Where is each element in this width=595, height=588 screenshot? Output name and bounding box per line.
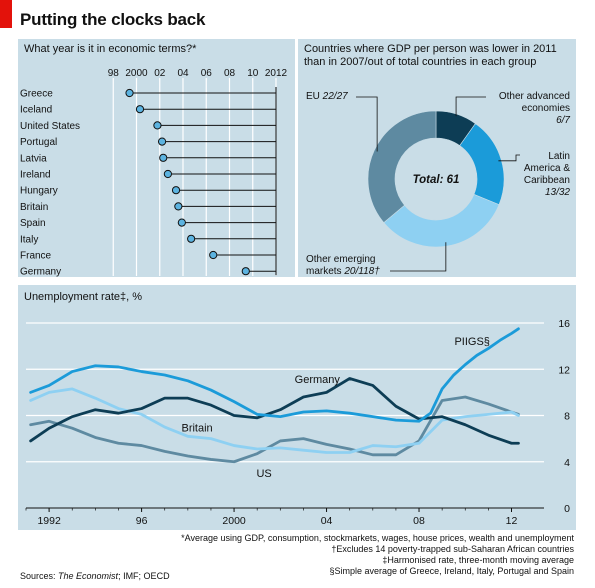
footnote: †Excludes 14 poverty-trapped sub-Saharan… [331, 544, 574, 554]
main-title: Putting the clocks back [20, 10, 206, 29]
line-y-tick-label: 8 [564, 411, 570, 423]
dot-marker [174, 202, 183, 211]
donut-slice [367, 110, 437, 223]
dot-marker [163, 169, 172, 179]
dot-category-label: Portugal [20, 137, 57, 148]
dot-x-tick-label: 10 [247, 68, 259, 79]
donut-label: Caribbean [524, 175, 570, 186]
sources-italic: The Economist [58, 571, 119, 581]
line-series [29, 327, 520, 423]
donut-label: economies [522, 103, 570, 114]
sources: Sources: The Economist; IMF; OECD [20, 571, 170, 581]
line-series [29, 395, 520, 464]
donut-chart-panel: Countries where GDP per person was lower… [298, 39, 576, 277]
dot-x-tick-label: 98 [108, 68, 120, 79]
sources-prefix: Sources: [20, 571, 59, 581]
line-series-label: Britain [181, 423, 212, 435]
dot-category-label: Latvia [20, 153, 47, 164]
donut-chart-title: Countries where GDP per person was lower… [304, 43, 557, 68]
donut-label: Other emerging [306, 254, 375, 265]
donut-label-fraction: 20/118† [343, 266, 380, 277]
dot-marker [153, 121, 162, 130]
dot-marker [209, 250, 218, 260]
dot-x-tick-label: 08 [224, 68, 236, 79]
dot-marker [241, 267, 250, 276]
dot-chart-title: What year is it in economic terms?* [24, 43, 197, 55]
dot-category-label: Greece [20, 89, 53, 100]
dot-category-label: France [20, 251, 52, 262]
donut-label: markets 20/118† [306, 266, 380, 277]
dot-category-label: Hungary [20, 186, 58, 197]
dot-chart-panel: What year is it in economic terms?* 98 20… [18, 39, 295, 277]
line-x-tick-label: 96 [136, 515, 148, 527]
line-x-tick-label: 08 [413, 515, 425, 527]
dot-marker [157, 137, 167, 146]
dot-chart-svg: 98 2000 02 04 06 08 10 2012 Greece Iceland United … [20, 68, 288, 277]
line-x-tick-label: 12 [506, 515, 518, 527]
dot-category-label: Italy [20, 234, 38, 245]
dot-x-tick-label: 02 [154, 68, 166, 79]
dot-category-label: Iceland [20, 105, 52, 116]
line-series [29, 377, 520, 445]
donut-label-fraction: 13/32 [545, 187, 570, 198]
donut-label: America & [524, 163, 570, 174]
donut-label-fraction: 22/27 [322, 91, 348, 102]
line-x-tick-label: 2000 [222, 515, 246, 527]
donut-slice [459, 123, 505, 206]
red-tab-accent [0, 0, 12, 28]
sources-suffix: ; IMF; OECD [118, 571, 170, 581]
dot-marker [159, 153, 168, 162]
donut-label: EU 22/27 [306, 91, 348, 102]
donut-leader-line [390, 242, 447, 272]
donut-leader-line [455, 96, 486, 117]
line-series-label: US [256, 468, 271, 480]
dot-x-tick-label: 06 [201, 68, 213, 79]
dot-category-label: Britain [20, 202, 48, 213]
dot-x-tick-label: 2000 [125, 68, 148, 79]
dot-category-label: Ireland [20, 170, 51, 181]
line-x-tick-label: 04 [321, 515, 333, 527]
line-series-label: PIIGS§ [454, 336, 489, 348]
dot-marker [135, 105, 145, 114]
dot-category-label: United States [20, 121, 80, 132]
line-x-tick-label: 1992 [37, 515, 61, 527]
line-y-tick-label: 4 [564, 457, 570, 469]
donut-label-fraction: 6/7 [556, 115, 570, 126]
line-y-tick-label: 0 [564, 503, 570, 515]
line-y-tick-label: 16 [558, 318, 570, 330]
dot-marker [177, 218, 186, 227]
donut-center-label: Total: 61 [413, 174, 460, 186]
line-series-label: Germany [295, 374, 341, 386]
line-y-tick-label: 12 [558, 364, 570, 376]
dot-marker [171, 186, 181, 195]
donut-leader-line [356, 96, 378, 152]
donut-slice [383, 194, 500, 248]
footnote: ‡Harmonised rate, three-month moving ave… [382, 555, 574, 565]
line-chart-panel: Unemployment rate‡, % 0 4 8 12 16 1992 96 2000 0… [18, 285, 576, 530]
dot-category-label: Germany [20, 267, 61, 277]
donut-label: Latin [548, 151, 570, 162]
donut-leader-line [498, 154, 520, 162]
dot-category-label: Spain [20, 218, 46, 229]
footnote: *Average using GDP, consumption, stockma… [181, 533, 574, 543]
footnotes: *Average using GDP, consumption, stockma… [181, 533, 574, 577]
dot-marker [125, 88, 134, 98]
donut-label: Other advanced [499, 91, 570, 102]
dot-marker [187, 234, 196, 243]
line-chart-title: Unemployment rate‡, % [24, 291, 142, 303]
dot-x-tick-label: 04 [177, 68, 189, 79]
dot-x-tick-label: 2012 [265, 68, 288, 79]
footnote: §Simple average of Greece, Ireland, Ital… [329, 566, 574, 576]
